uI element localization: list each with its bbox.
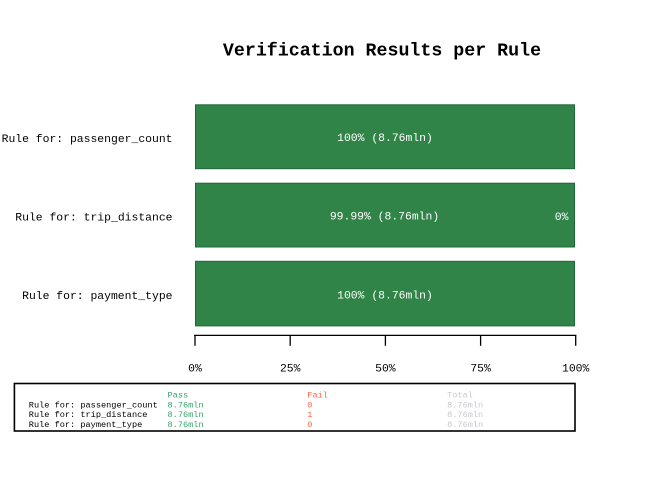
svg-text:8.76mln: 8.76mln — [447, 401, 483, 411]
svg-text:1: 1 — [307, 410, 312, 420]
svg-text:100% (8.76mln): 100% (8.76mln) — [337, 133, 433, 145]
svg-text:Total: Total — [447, 391, 473, 401]
svg-text:8.76mln: 8.76mln — [168, 410, 204, 420]
svg-text:Rule for: trip_distance: Rule for: trip_distance — [29, 410, 148, 420]
svg-text:50%: 50% — [375, 364, 396, 376]
svg-text:0: 0 — [307, 420, 312, 430]
svg-text:99.99% (8.76mln): 99.99% (8.76mln) — [330, 212, 439, 224]
svg-text:8.76mln: 8.76mln — [447, 420, 483, 430]
svg-text:Pass: Pass — [168, 391, 189, 401]
svg-text:75%: 75% — [470, 364, 491, 376]
svg-text:0%: 0% — [555, 212, 569, 224]
svg-text:Rule for: passenger_count: Rule for: passenger_count — [29, 401, 158, 411]
svg-text:0%: 0% — [188, 364, 202, 376]
svg-text:Fail: Fail — [307, 391, 328, 401]
svg-text:100%: 100% — [562, 364, 590, 376]
svg-text:8.76mln: 8.76mln — [168, 401, 204, 411]
svg-text:Rule for: trip_distance: Rule for: trip_distance — [15, 213, 172, 225]
svg-text:8.76mln: 8.76mln — [168, 420, 204, 430]
svg-text:8.76mln: 8.76mln — [447, 410, 483, 420]
svg-text:25%: 25% — [280, 364, 301, 376]
svg-text:0: 0 — [307, 401, 312, 411]
svg-text:100% (8.76mln): 100% (8.76mln) — [337, 290, 433, 302]
svg-text:Verification Results per Rule: Verification Results per Rule — [223, 41, 541, 61]
svg-text:Rule for: payment_type: Rule for: payment_type — [29, 420, 142, 430]
svg-text:Rule for: passenger_count: Rule for: passenger_count — [2, 134, 173, 146]
svg-text:Rule for: payment_type: Rule for: payment_type — [22, 291, 173, 303]
